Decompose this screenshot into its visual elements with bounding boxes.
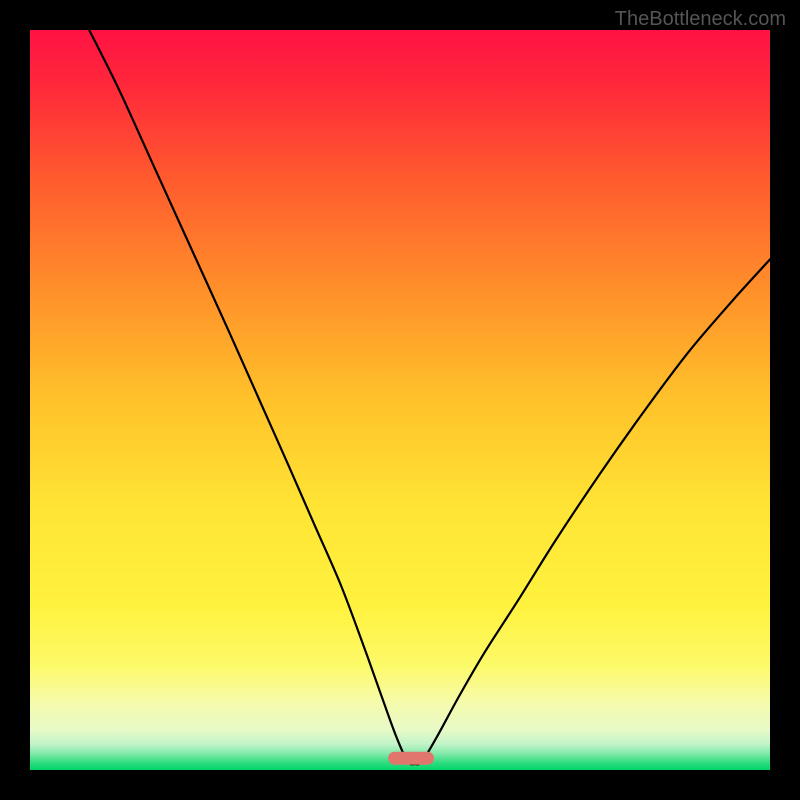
chart-container: TheBottleneck.com [0,0,800,800]
watermark-text: TheBottleneck.com [615,8,786,31]
optimal-marker [388,752,434,765]
chart-gradient-background [30,30,770,770]
chart-plot-area [30,30,770,770]
